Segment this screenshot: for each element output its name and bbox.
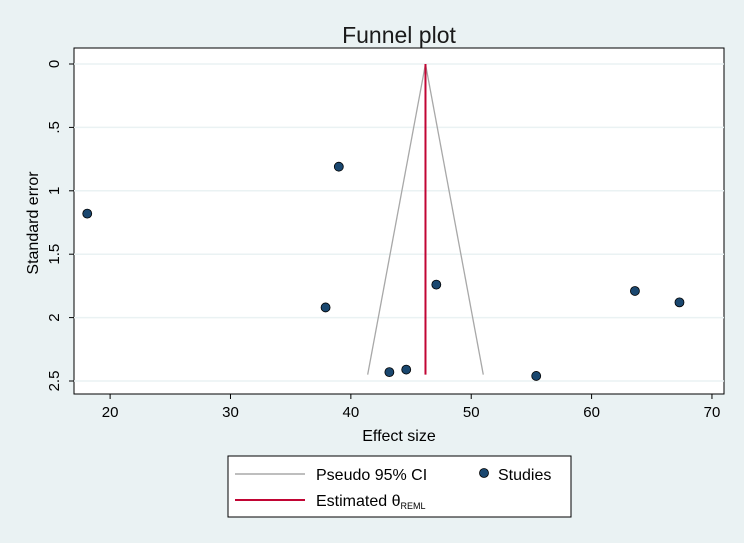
study-points [82,161,685,381]
study-point-0 [82,208,93,219]
x-tick-label-3: 50 [463,404,480,421]
study-point-3 [320,302,331,313]
legend-studies-marker [479,468,489,478]
y-tick-label-3: 1.5 [46,244,63,265]
x-axis-title: Effect size [362,428,436,445]
x-tick-label-4: 60 [583,404,600,421]
x-tick-label-0: 20 [102,404,119,421]
legend-estimate-subscript: REML [400,501,425,511]
study-point-6 [531,371,542,381]
study-point-4 [384,367,395,378]
y-axis-ticks: 0 .5 1 1.5 2 2.5 [46,60,74,392]
x-tick-label-5: 70 [704,404,721,421]
y-tick-label-0: 0 [46,60,63,68]
study-point-2 [431,279,442,290]
x-axis-ticks: 20 30 40 50 60 70 [102,394,721,421]
legend-ci-label: Pseudo 95% CI [316,467,427,484]
legend-estimate-main: Estimated θ [316,493,401,510]
study-point-8 [674,297,685,308]
chart-title: Funnel plot [342,22,456,48]
y-tick-label-1: .5 [46,121,63,134]
y-axis-title: Standard error [25,171,42,275]
y-tick-label-2: 1 [46,187,63,195]
study-point-7 [630,286,640,296]
study-point-5 [401,364,412,375]
legend: Pseudo 95% CI Studies Estimated θREML [227,455,572,518]
y-tick-label-4: 2 [46,313,63,321]
legend-estimate-label: Estimated θREML [316,493,426,511]
legend-studies-label: Studies [498,467,551,484]
pseudo-ci-lines [367,63,484,375]
x-tick-label-1: 30 [222,404,239,421]
study-point-1 [333,161,344,172]
ci-left-line [367,63,427,375]
gridlines [74,63,724,382]
plot-area [73,47,725,395]
ci-right-line [424,63,484,375]
legend-box [227,455,572,518]
y-tick-label-5: 2.5 [46,371,63,392]
x-tick-label-2: 40 [343,404,360,421]
